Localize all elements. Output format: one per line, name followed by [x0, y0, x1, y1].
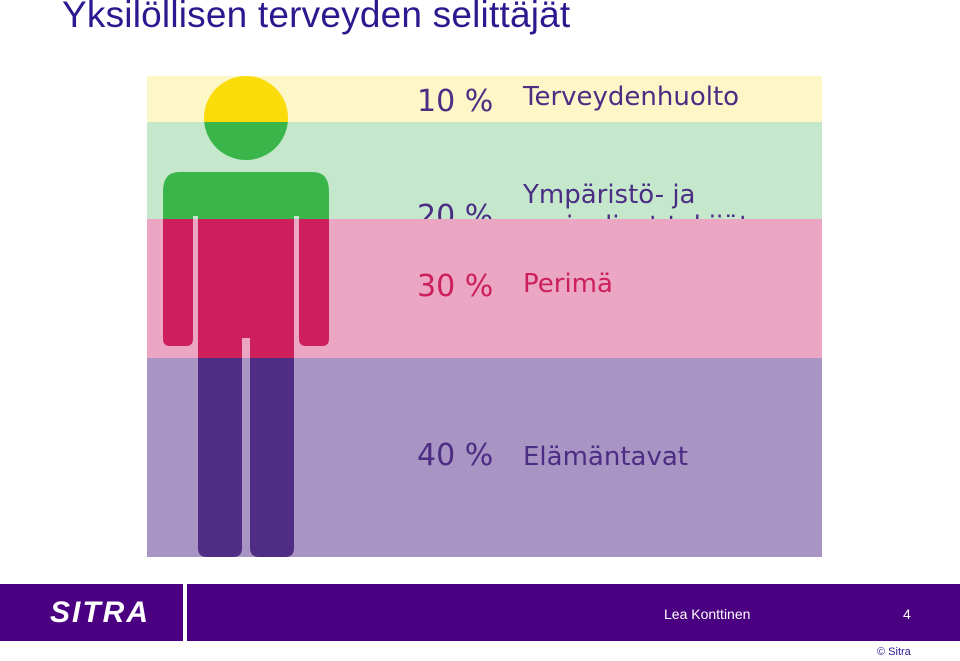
label-heredity-line-1: Perimä	[523, 269, 613, 299]
label-healthcare-line-1: Terveydenhuolto	[523, 82, 740, 112]
label-heredity: Perimä	[523, 269, 613, 300]
percent-lifestyle: 40 %	[417, 438, 494, 473]
page-number: 4	[903, 606, 911, 622]
label-lifestyle: Elämäntavat	[523, 442, 688, 473]
health-determinants-diagram: 10 % Terveydenhuolto 20 % Ympäristö- ja …	[147, 76, 822, 557]
percent-healthcare: 10 %	[417, 84, 494, 119]
sitra-logo: SITRA	[50, 596, 150, 629]
person-silhouette-icon	[163, 76, 329, 557]
footer-bar: SITRA Lea Konttinen 4	[0, 584, 960, 641]
sitra-logo-area: SITRA	[0, 584, 187, 641]
label-healthcare: Terveydenhuolto	[523, 82, 739, 113]
copyright: © Sitra	[877, 646, 911, 658]
percent-heredity: 30 %	[417, 269, 494, 304]
label-lifestyle-line-1: Elämäntavat	[523, 442, 688, 472]
author-name: Lea Konttinen	[664, 606, 751, 622]
label-environment-social-line-1: Ympäristö- ja	[523, 180, 696, 210]
slide-title: Yksilöllisen terveyden selittäjät	[62, 0, 571, 35]
